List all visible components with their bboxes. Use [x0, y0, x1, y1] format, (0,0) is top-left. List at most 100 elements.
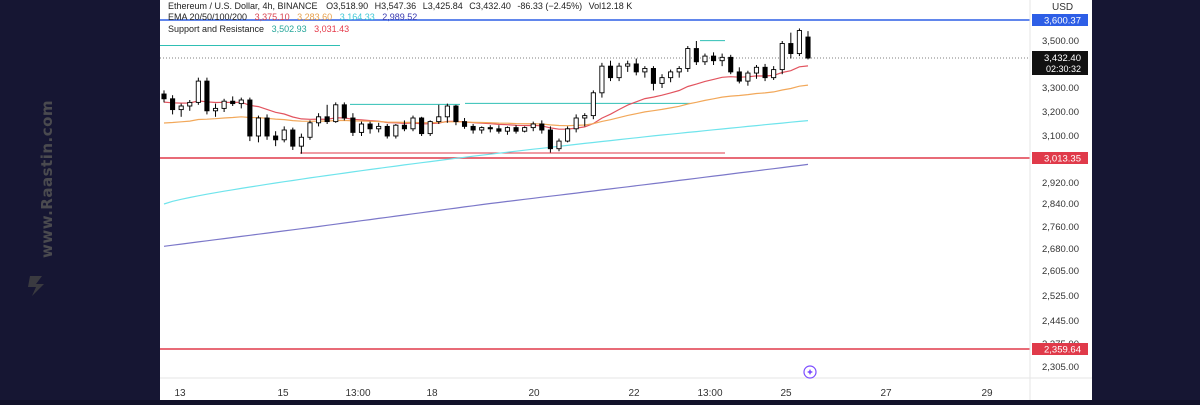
candle-down [341, 104, 347, 119]
price-tick-label: 2,760.00 [1042, 222, 1079, 233]
current-price-badge: 3,432.40 [1044, 53, 1081, 64]
candle-up [753, 66, 760, 74]
svg-text:Ethereum / U.S. Dollar, 4h, BI: Ethereum / U.S. Dollar, 4h, BINANCE O3,5… [168, 1, 632, 11]
candle-down [470, 125, 476, 131]
price-tick-label: 2,445.00 [1042, 316, 1079, 327]
time-tick-label: 25 [780, 388, 792, 399]
price-tick-label: 3,300.00 [1042, 83, 1079, 94]
ema20-value: 3,375.10 [255, 12, 290, 22]
candle-down [384, 125, 390, 137]
resistance-badge-bg [1032, 14, 1088, 26]
candle-up [238, 99, 244, 105]
candle-down [247, 99, 253, 137]
candle-up [779, 43, 785, 71]
lower-support-badge-bg [1032, 343, 1088, 355]
ema200-line [163, 163, 809, 247]
candle-up [702, 55, 708, 63]
candle-up [573, 117, 579, 130]
candle-up [255, 117, 262, 137]
candle-up [556, 140, 562, 150]
time-tick-label: 18 [426, 388, 438, 399]
ema100-line [163, 120, 809, 205]
svg-text:EMA 20/50/100/200 3,: EMA 20/50/100/200 3,375.10 3,283.60 3,16… [168, 12, 417, 22]
svg-text:Support and Resistance: Support and Resistance 3,502.93 3,031.43 [168, 24, 349, 34]
candle-up [212, 107, 219, 112]
ema20-line [163, 65, 809, 130]
left-side-panel [0, 0, 160, 400]
ema50-line [163, 84, 809, 127]
candle-up [771, 69, 777, 79]
price-tick-label: 2,525.00 [1042, 291, 1079, 302]
candle-up [599, 65, 605, 94]
open-value: 3,518.90 [333, 1, 368, 11]
change-value: -86.33 (−2.45%) [517, 1, 582, 11]
price-tick-label: 2,680.00 [1042, 244, 1079, 255]
candle-down [762, 66, 768, 79]
time-tick-label: 15 [277, 388, 289, 399]
candle-down [264, 117, 270, 137]
candle-up [298, 136, 304, 147]
candle-down [650, 67, 656, 84]
candle-up [642, 67, 648, 73]
high-value: 3,547.36 [381, 1, 416, 11]
candle-up [565, 128, 571, 142]
vol-label: Vol [589, 1, 602, 11]
candle-down [230, 100, 236, 105]
candle-down [487, 127, 493, 130]
candle-up [504, 127, 511, 132]
time-tick-label: 27 [880, 388, 892, 399]
candle-down [547, 129, 553, 150]
navigate-icon[interactable] [803, 365, 817, 379]
candle-down [607, 65, 614, 79]
candle-up [659, 77, 665, 84]
candle-up [427, 121, 433, 135]
low-value: 3,425.84 [428, 1, 463, 11]
candle-down [788, 43, 794, 55]
candle-down [170, 98, 176, 111]
candle-up [281, 129, 287, 141]
candle-down [204, 80, 210, 112]
sr-lower-value: 3,031.43 [314, 24, 349, 34]
candle-up [676, 67, 682, 73]
currency-label: USD [1052, 2, 1073, 13]
candle-up [376, 125, 382, 130]
candle-up [530, 123, 536, 129]
candle-up [195, 80, 201, 103]
candle-up [479, 127, 485, 131]
candle-down [728, 56, 734, 73]
time-tick-label: 13:00 [345, 388, 370, 399]
candle-up [307, 122, 313, 138]
ema100-value: 3,164.33 [340, 12, 375, 22]
candle-up [187, 101, 193, 107]
candle-down [513, 127, 519, 132]
lower-support-badge: 2,359.64 [1044, 345, 1081, 356]
candle-down [539, 123, 545, 131]
candle-up [625, 63, 631, 67]
candle-up [668, 71, 674, 79]
candlestick-chart[interactable]: 3,500.003,400.003,300.003,200.003,100.00… [160, 0, 1092, 400]
watermark: www.Raastin.com [18, 100, 58, 300]
candle-up [333, 104, 339, 123]
candle-down [736, 71, 742, 82]
time-tick-label: 20 [528, 388, 540, 399]
candle-down [805, 36, 811, 59]
candle-up [410, 117, 416, 130]
candle-up [393, 124, 399, 137]
candle-up [616, 65, 622, 79]
price-tick-label: 2,605.00 [1042, 266, 1079, 277]
candle-up [590, 92, 596, 117]
chart-frame[interactable]: 3,500.003,400.003,300.003,200.003,100.00… [160, 0, 1092, 400]
candle-up [444, 105, 450, 118]
candle-down [273, 135, 279, 141]
ema50-value: 3,283.60 [297, 12, 332, 22]
current-price-badge-bg [1032, 51, 1088, 75]
candle-down [367, 123, 373, 130]
candle-up [436, 116, 442, 123]
candle-down [461, 121, 468, 127]
candle-up [358, 123, 365, 133]
navigate-button[interactable] [803, 365, 817, 379]
vol-value: 12.18 K [601, 1, 632, 11]
price-tick-label: 2,305.00 [1042, 362, 1079, 373]
support-badge-bg [1032, 152, 1088, 164]
countdown-badge: 02:30:32 [1046, 64, 1081, 74]
